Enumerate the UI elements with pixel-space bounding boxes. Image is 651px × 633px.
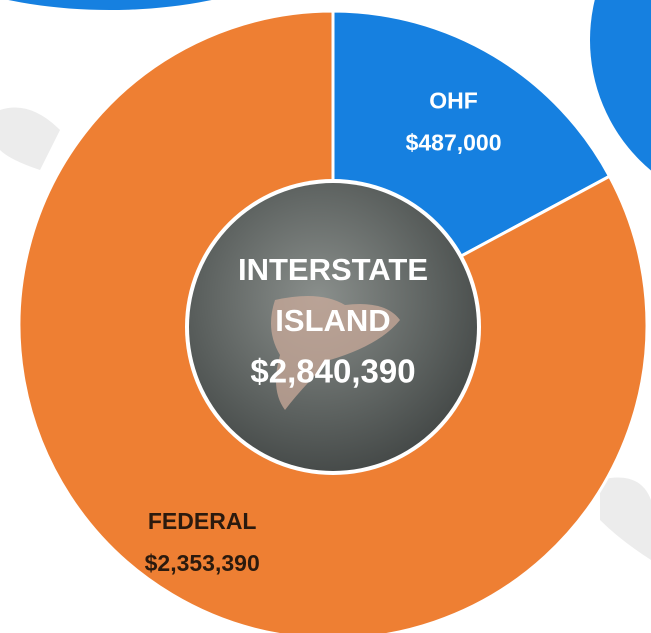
slice-label: FEDERAL	[148, 508, 257, 534]
slice-value-label: $2,353,390	[145, 550, 260, 576]
center-value: $2,840,390	[250, 353, 415, 390]
center-title: INTERSTATE	[238, 252, 428, 287]
slice-label: OHF	[429, 87, 478, 113]
center-title: ISLAND	[275, 303, 390, 338]
chart: INTERSTATE ISLAND $2,840,390 OHF $487,000…	[0, 0, 651, 633]
slice-value-label: $487,000	[406, 129, 502, 155]
